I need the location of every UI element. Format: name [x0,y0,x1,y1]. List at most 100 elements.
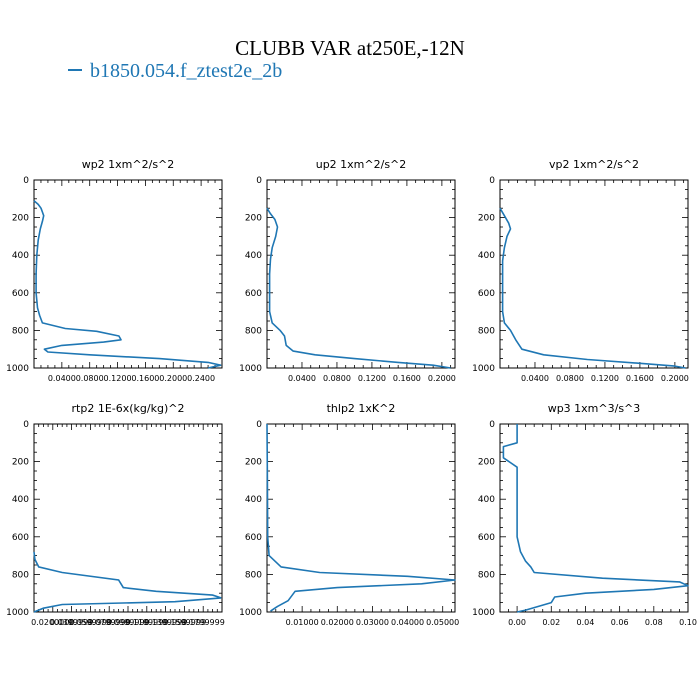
x-tick-label: 0.1600 [393,374,421,383]
chart-panel-5: thlp2 1xK^2 0 200 400 600 800 1000 0.01000 0.020… [239,402,459,627]
x-tick-label: 0.08 [645,618,663,627]
y-tick-label: 200 [478,214,495,224]
legend-line-icon [68,69,82,72]
x-tick-label: 0.04 [577,618,595,627]
y-tick-label: 600 [12,533,29,543]
y-tick-label: 0 [256,420,262,430]
y-tick-label: 0 [489,176,495,186]
y-tick-label: 400 [245,495,262,505]
x-tick-label: 0.1600 [131,374,159,383]
x-tick-label: 0.2000 [428,374,456,383]
x-tick-label: 0.1199999 [125,618,168,627]
page-title: CLUBB VAR at250E,-12N [235,36,465,60]
chart-title: wp2 1xm^2/s^2 [82,158,175,171]
chart-title: rtp2 1E-6x(kg/kg)^2 [72,402,185,415]
x-tick-label: 0.10 [679,618,697,627]
y-tick-label: 800 [12,570,29,580]
x-tick-label: 0.04000 [391,618,424,627]
x-tick-label: 0.0800 [556,374,584,383]
y-tick-label: 800 [12,326,29,336]
legend-label: b1850.054.f_ztest2e_2b [90,60,283,82]
chart-title: thlp2 1xK^2 [327,402,396,415]
y-tick-label: 1000 [239,364,262,374]
y-tick-label: 600 [478,533,495,543]
y-tick-label: 800 [478,326,495,336]
legend: b1850.054.f_ztest2e_2b [68,60,282,83]
y-tick-label: 1000 [472,608,495,618]
series-line [502,424,689,613]
chart-title: vp2 1xm^2/s^2 [549,158,639,171]
x-tick-label: 0.2000 [661,374,689,383]
x-tick-label: 0.1600 [626,374,654,383]
y-tick-label: 600 [12,289,29,299]
chart-panel-2: up2 1xm^2/s^2 0 200 400 600 800 1000 0.0400 0.08… [239,158,456,383]
x-tick-label: 0.0400 [288,374,316,383]
y-tick-label: 400 [478,495,495,505]
chart-title: wp3 1xm^3/s^3 [548,402,641,415]
y-tick-label: 200 [245,214,262,224]
x-tick-label: 0.2000 [159,374,187,383]
x-tick-label: 0.2400 [187,374,215,383]
plot-frame [499,423,689,613]
x-tick-label: 0.0400 [48,374,76,383]
x-tick-label: 0.0799999 [88,618,131,627]
y-tick-label: 400 [245,251,262,261]
x-tick-label: 0.1799999 [182,618,225,627]
y-tick-label: 0 [23,420,29,430]
y-tick-label: 1000 [239,608,262,618]
y-tick-label: 600 [478,289,495,299]
x-tick-label: 0.0399999 [50,618,93,627]
y-tick-label: 400 [12,495,29,505]
x-tick-label: 0.06 [611,618,629,627]
y-tick-label: 0 [489,420,495,430]
y-tick-label: 800 [245,570,262,580]
y-tick-label: 1000 [6,364,29,374]
chart-title: up2 1xm^2/s^2 [316,158,407,171]
x-tick-label: 0.1599999 [163,618,206,627]
chart-panel-6: wp3 1xm^3/s^3 0 200 400 600 800 1000 0.00 0.02 0.… [472,402,697,627]
x-tick-label: 0.03000 [356,618,389,627]
y-tick-label: 400 [12,251,29,261]
y-tick-label: 0 [256,176,262,186]
y-tick-label: 1000 [6,608,29,618]
y-tick-label: 600 [245,533,262,543]
series-line [266,423,456,612]
plot-frame [33,179,223,369]
x-tick-label: 0.0200000 [31,618,74,627]
y-tick-label: 200 [12,458,29,468]
x-tick-label: 0.1200 [358,374,386,383]
y-tick-label: 1000 [472,364,495,374]
x-tick-label: 0.1200 [104,374,132,383]
series-line [33,200,222,369]
chart-panel-3: vp2 1xm^2/s^2 0 200 400 600 800 1000 0.0400 0.08… [472,158,689,383]
plot-frame [499,179,689,369]
x-tick-label: 0.0400 [521,374,549,383]
x-tick-label: 0.02 [542,618,560,627]
series-line [266,207,451,369]
y-tick-label: 600 [245,289,262,299]
chart-panel-4: rtp2 1E-6x(kg/kg)^2 0 200 400 600 800 10000.02… [6,402,225,627]
plot-frame [33,423,223,613]
x-tick-label: 0.00 [508,618,526,627]
y-tick-label: 200 [12,214,29,224]
x-tick-label: 0.1200 [591,374,619,383]
series-line [33,551,222,613]
series-line [499,207,686,369]
y-tick-label: 200 [478,458,495,468]
y-tick-label: 800 [478,570,495,580]
x-tick-label: 0.0800 [323,374,351,383]
x-tick-label: 0.0800 [76,374,104,383]
x-tick-label: 0.02000 [321,618,354,627]
y-tick-label: 400 [478,251,495,261]
y-tick-label: 0 [23,176,29,186]
x-tick-label: 0.0599999 [69,618,112,627]
x-tick-label: 0.01000 [286,618,319,627]
x-tick-label: 0.1399999 [144,618,187,627]
chart-panel-1: wp2 1xm^2/s^2 0 200 400 600 800 1000 0.0400 0.08… [6,158,223,383]
y-tick-label: 800 [245,326,262,336]
x-tick-label: 0.05000 [426,618,459,627]
plot-frame [266,179,456,369]
y-tick-label: 200 [245,458,262,468]
x-tick-label: 0.0999999 [106,618,149,627]
